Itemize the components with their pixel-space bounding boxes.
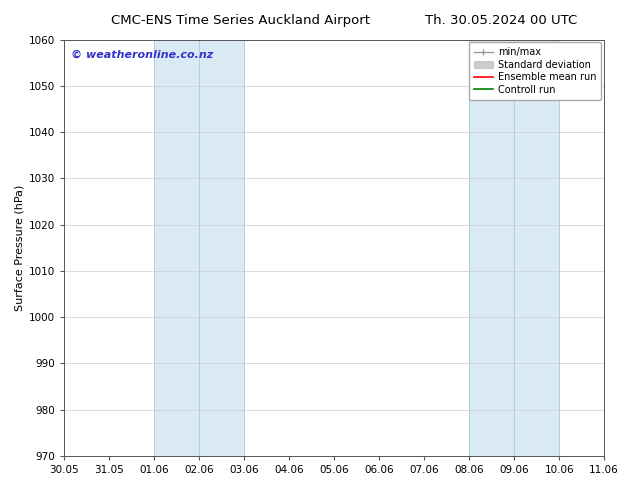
- Text: © weatheronline.co.nz: © weatheronline.co.nz: [71, 50, 213, 60]
- Y-axis label: Surface Pressure (hPa): Surface Pressure (hPa): [15, 185, 25, 311]
- Bar: [155, 40, 244, 456]
- Legend: min/max, Standard deviation, Ensemble mean run, Controll run: min/max, Standard deviation, Ensemble me…: [469, 43, 601, 99]
- Text: CMC-ENS Time Series Auckland Airport: CMC-ENS Time Series Auckland Airport: [112, 14, 370, 27]
- Bar: [469, 40, 559, 456]
- Text: Th. 30.05.2024 00 UTC: Th. 30.05.2024 00 UTC: [425, 14, 577, 27]
